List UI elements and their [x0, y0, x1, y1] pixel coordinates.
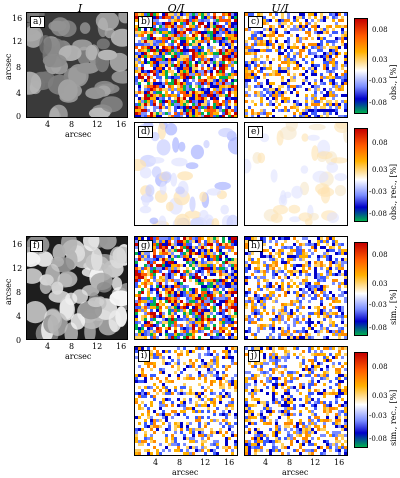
panel-g-q-simulated: g) — [134, 236, 238, 340]
panel-j-u-simulated-reconstructed: j) — [244, 346, 348, 456]
y-axis-title-bottom: arcsec — [4, 278, 13, 305]
panel-c-u-observed: c) — [244, 12, 348, 118]
colorbar-obs-rec — [354, 128, 368, 222]
y-tick-f-8: 8 — [16, 288, 22, 297]
colorbar-obs-rec-label: obs., rec., [%] — [389, 163, 398, 220]
x-tick-a-16: 16 — [116, 120, 127, 129]
x-axis-title-i: arcsec — [172, 468, 199, 477]
colorbar-obs-rec-tick-3: -0.08 — [369, 210, 387, 218]
panel-d-q-observed-reconstructed: d) — [134, 122, 238, 226]
y-tick-f-4: 4 — [16, 312, 22, 321]
panel-e-u-observed-reconstructed: e) — [244, 122, 348, 226]
colorbar-sim-tick-3: -0.08 — [369, 324, 387, 332]
x-tick-f-8: 8 — [69, 342, 75, 351]
x-tick-j-12: 12 — [310, 458, 321, 467]
y-tick-a-4: 4 — [16, 89, 22, 98]
panel-h-u-simulated: h) — [244, 236, 348, 340]
x-tick-f-12: 12 — [92, 342, 103, 351]
y-tick-f-0: 0 — [16, 336, 22, 345]
panel-label-h: h) — [248, 240, 264, 252]
x-tick-a-8: 8 — [69, 120, 75, 129]
x-tick-a-12: 12 — [92, 120, 103, 129]
panel-label-i: i) — [138, 350, 151, 362]
colorbar-obs-label: obs., [%] — [389, 64, 398, 100]
y-tick-a-8: 8 — [16, 63, 22, 72]
panel-label-a: a) — [30, 16, 45, 28]
colorbar-obs-tick-0: 0.08 — [372, 26, 388, 34]
colorbar-obs-tick-1: 0.03 — [372, 56, 388, 64]
x-axis-title-j: arcsec — [282, 468, 309, 477]
header-q-over-i: Q/I — [167, 2, 185, 15]
y-tick-f-12: 12 — [12, 264, 23, 273]
panel-label-g: g) — [138, 240, 154, 252]
header-u-over-i: U/I — [271, 2, 289, 15]
x-axis-title-a: arcsec — [65, 130, 92, 139]
x-tick-i-4: 4 — [153, 458, 159, 467]
panel-a-intensity-observed: a) — [26, 12, 128, 118]
y-tick-a-0: 0 — [16, 112, 22, 121]
x-tick-j-16: 16 — [334, 458, 345, 467]
x-tick-a-4: 4 — [45, 120, 51, 129]
panel-label-f: f) — [30, 240, 43, 252]
x-tick-i-16: 16 — [224, 458, 235, 467]
colorbar-sim-tick-2: -0.03 — [369, 301, 387, 309]
panel-i-q-simulated-reconstructed: i) — [134, 346, 238, 456]
colorbar-obs-tick-2: -0.03 — [369, 77, 387, 85]
y-axis-title-top: arcsec — [4, 53, 13, 80]
header-intensity: I — [77, 2, 83, 15]
x-tick-j-8: 8 — [287, 458, 293, 467]
panel-label-c: c) — [248, 16, 263, 28]
x-tick-f-4: 4 — [45, 342, 51, 351]
colorbar-sim-rec-tick-3: -0.08 — [369, 435, 387, 443]
colorbar-sim-rec — [354, 352, 368, 448]
x-tick-f-16: 16 — [116, 342, 127, 351]
colorbar-obs-tick-3: -0.08 — [369, 99, 387, 107]
colorbar-sim-rec-tick-2: -0.03 — [369, 412, 387, 420]
panel-label-j: j) — [248, 350, 261, 362]
x-tick-i-12: 12 — [200, 458, 211, 467]
colorbar-obs-rec-tick-2: -0.03 — [369, 188, 387, 196]
panel-b-q-observed: b) — [134, 12, 238, 118]
colorbar-sim-tick-0: 0.08 — [372, 251, 388, 259]
x-tick-i-8: 8 — [177, 458, 183, 467]
x-tick-j-4: 4 — [263, 458, 269, 467]
panel-f-intensity-simulated: f) — [26, 236, 128, 340]
y-tick-f-16: 16 — [12, 240, 23, 249]
x-axis-title-f: arcsec — [65, 352, 92, 361]
colorbar-obs-rec-tick-1: 0.03 — [372, 166, 388, 174]
colorbar-sim-label: sim., [%] — [389, 289, 398, 325]
y-tick-a-12: 12 — [12, 37, 23, 46]
colorbar-sim-rec-tick-1: 0.03 — [372, 392, 388, 400]
colorbar-sim-tick-1: 0.03 — [372, 280, 388, 288]
colorbar-sim-rec-tick-0: 0.08 — [372, 363, 388, 371]
panel-label-d: d) — [138, 126, 154, 138]
panel-label-e: e) — [248, 126, 263, 138]
panel-label-b: b) — [138, 16, 154, 28]
colorbar-obs — [354, 18, 368, 114]
colorbar-obs-rec-tick-0: 0.08 — [372, 139, 388, 147]
colorbar-sim — [354, 242, 368, 336]
colorbar-sim-rec-label: sim., rec., [%] — [389, 389, 398, 446]
y-tick-a-16: 16 — [12, 14, 23, 23]
